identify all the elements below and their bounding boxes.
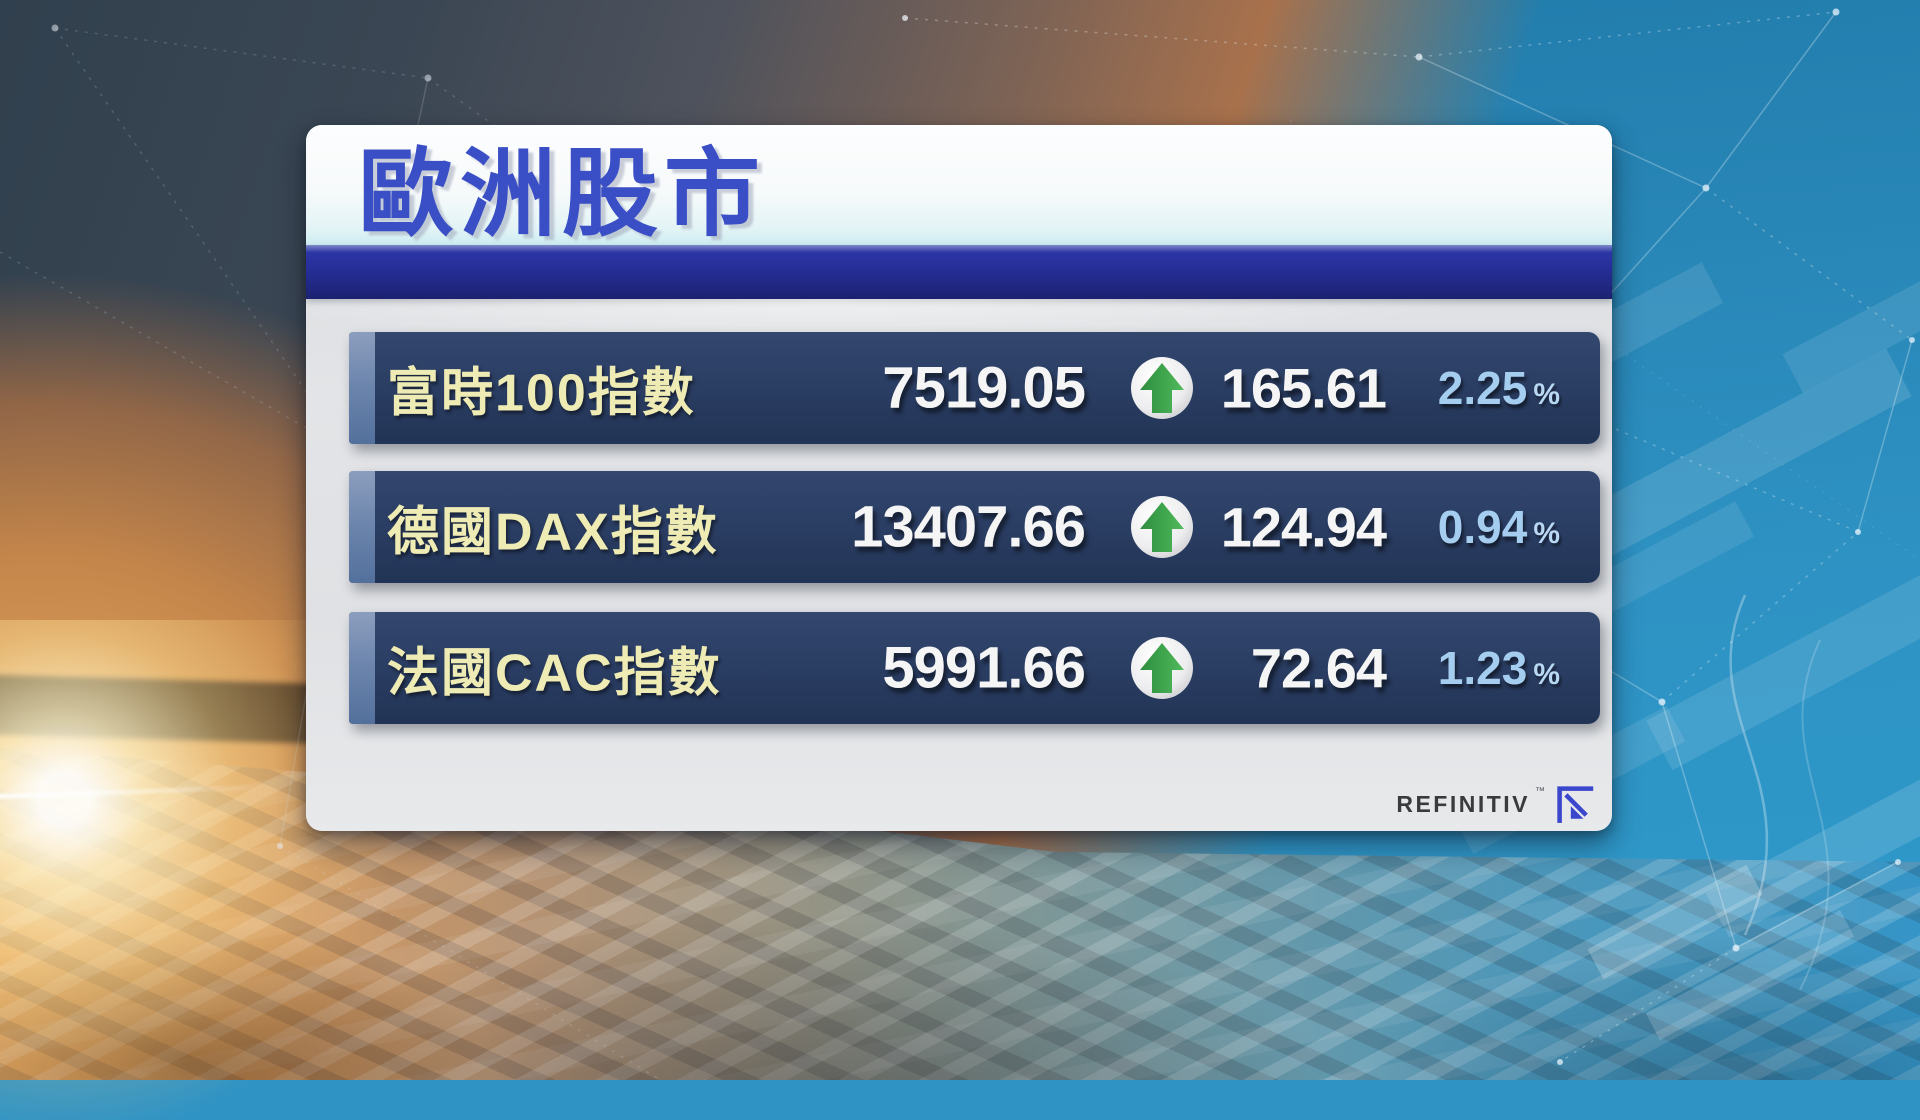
index-percent-group: 2.25 % [1438,361,1560,415]
index-change: 124.94 [1220,495,1387,559]
index-percent: 0.94 [1437,501,1528,553]
index-name: 富時100指數 [387,364,696,423]
header-divider-bar [306,245,1612,299]
index-value: 5991.66 [882,635,1086,701]
percent-sign: % [1533,517,1560,550]
index-row-ftse100: 富時100指數 7519.05 165.61 [349,332,1600,444]
index-value: 13407.66 [851,494,1086,560]
index-row-cac: 法國CAC指數 5991.66 72.64 1.23 % [349,612,1600,724]
index-percent: 2.25 [1437,362,1528,414]
index-row-dax: 德國DAX指數 13407.66 124.94 0.94 % [349,471,1600,583]
up-arrow-icon [1130,636,1194,700]
panel-header: 歐洲股市 [306,125,1612,248]
market-panel: 歐洲股市 富時100指數 7519.05 [306,125,1612,831]
index-value: 7519.05 [882,355,1086,421]
up-arrow-icon [1130,356,1194,420]
up-arrow-icon [1130,495,1194,559]
percent-sign: % [1533,658,1560,691]
refinitiv-arrow-icon [1557,786,1594,823]
index-change: 72.64 [1250,636,1387,700]
index-percent-group: 1.23 % [1438,641,1560,695]
refinitiv-logo: REFINITIV ™ [1396,783,1596,825]
panel-title: 歐洲股市 [358,141,766,248]
tv-finance-graphic: 歐洲股市 富時100指數 7519.05 [0,0,1920,1080]
index-percent: 1.23 [1437,642,1528,694]
index-name: 法國CAC指數 [387,644,722,703]
percent-sign: % [1533,378,1560,411]
index-name: 德國DAX指數 [387,503,719,562]
refinitiv-wordmark: REFINITIV [1396,790,1530,817]
trademark-symbol: ™ [1535,786,1545,797]
index-percent-group: 0.94 % [1438,500,1560,554]
index-change: 165.61 [1220,356,1387,420]
